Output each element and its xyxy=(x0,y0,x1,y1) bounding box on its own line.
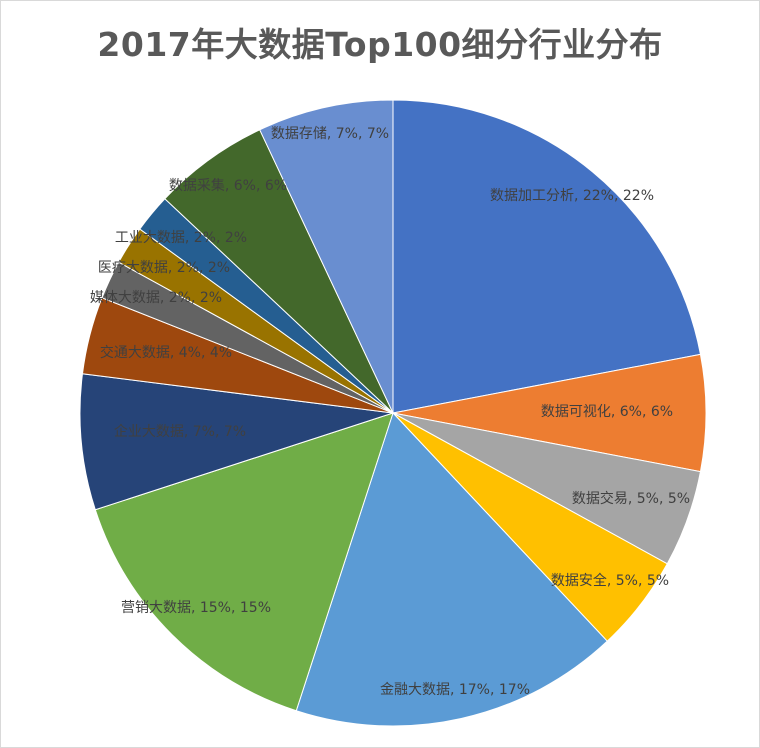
pie-slice xyxy=(164,129,394,414)
slice-label: 数据加工分析, 22%, 22% xyxy=(490,188,654,204)
slice-label: 数据采集, 6%, 6% xyxy=(169,177,287,194)
slice-label: 医疗大数据, 2%, 2% xyxy=(98,260,230,276)
pie-slice xyxy=(94,412,394,712)
pie-slice xyxy=(79,373,394,511)
slice-label: 数据安全, 5%, 5% xyxy=(551,572,669,589)
slice-label: 金融大数据, 17%, 17% xyxy=(380,682,530,698)
pie-slice xyxy=(392,99,702,414)
pie-slice xyxy=(392,353,707,473)
slice-label: 营销大数据, 15%, 15% xyxy=(121,600,271,616)
slice-label: 企业大数据, 7%, 7% xyxy=(114,423,246,440)
slice-label: 数据交易, 5%, 5% xyxy=(572,490,690,507)
slice-label: 数据存储, 7%, 7% xyxy=(271,126,389,142)
pie-slice xyxy=(295,412,608,727)
chart-title: 2017年大数据Top100细分行业分布 xyxy=(97,25,663,64)
pie-slice xyxy=(259,99,394,414)
slice-label: 数据可视化, 6%, 6% xyxy=(541,404,673,420)
slice-label: 工业大数据, 2%, 2% xyxy=(115,230,247,246)
slice-label: 媒体大数据, 2%, 2% xyxy=(90,290,222,306)
slice-label: 交通大数据, 4%, 4% xyxy=(100,344,232,361)
